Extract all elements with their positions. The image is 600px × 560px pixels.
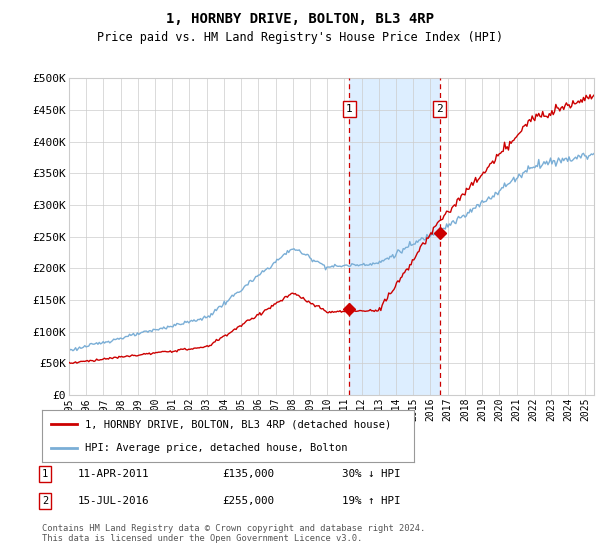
- Text: 1, HORNBY DRIVE, BOLTON, BL3 4RP: 1, HORNBY DRIVE, BOLTON, BL3 4RP: [166, 12, 434, 26]
- Text: 2: 2: [436, 104, 443, 114]
- Text: £255,000: £255,000: [222, 496, 274, 506]
- Text: 30% ↓ HPI: 30% ↓ HPI: [342, 469, 401, 479]
- Text: Contains HM Land Registry data © Crown copyright and database right 2024.
This d: Contains HM Land Registry data © Crown c…: [42, 524, 425, 543]
- Text: 1, HORNBY DRIVE, BOLTON, BL3 4RP (detached house): 1, HORNBY DRIVE, BOLTON, BL3 4RP (detach…: [85, 419, 391, 430]
- Text: 11-APR-2011: 11-APR-2011: [78, 469, 149, 479]
- Bar: [349, 78, 440, 395]
- Text: 2: 2: [42, 496, 48, 506]
- Text: Price paid vs. HM Land Registry's House Price Index (HPI): Price paid vs. HM Land Registry's House …: [97, 31, 503, 44]
- Text: £135,000: £135,000: [222, 469, 274, 479]
- Text: 15-JUL-2016: 15-JUL-2016: [78, 496, 149, 506]
- Text: 19% ↑ HPI: 19% ↑ HPI: [342, 496, 401, 506]
- Text: 1: 1: [42, 469, 48, 479]
- Text: 1: 1: [346, 104, 352, 114]
- Text: HPI: Average price, detached house, Bolton: HPI: Average price, detached house, Bolt…: [85, 443, 347, 453]
